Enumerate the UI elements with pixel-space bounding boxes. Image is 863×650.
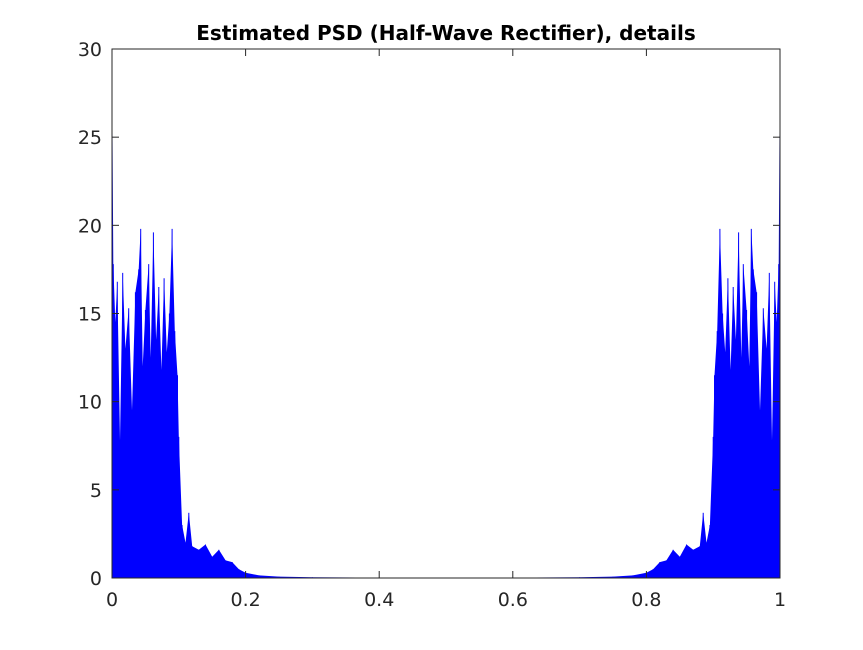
y-tick-label: 5 [90,480,102,502]
x-tick-label: 0 [106,589,118,611]
x-tick-label: 1 [774,589,786,611]
x-tick-label: 0.8 [631,589,661,611]
y-tick-label: 20 [78,215,102,237]
y-tick-label: 30 [78,39,102,61]
y-tick-label: 0 [90,568,102,590]
y-tick-label: 10 [78,392,102,414]
x-tick-label: 0.2 [230,589,260,611]
plot-area: 0 0.2 0.4 0.6 0.8 1 0 5 10 15 20 25 30 [78,39,786,611]
y-axis: 0 5 10 15 20 25 30 [78,39,780,590]
x-axis: 0 0.2 0.4 0.6 0.8 1 [106,49,786,611]
x-tick-label: 0.6 [498,589,528,611]
series-layer [112,49,780,578]
y-tick-label: 25 [78,127,102,149]
y-tick-label: 15 [78,304,102,326]
chart-title: Estimated PSD (Half-Wave Rectifier), det… [196,21,695,45]
x-tick-label: 0.4 [364,589,394,611]
